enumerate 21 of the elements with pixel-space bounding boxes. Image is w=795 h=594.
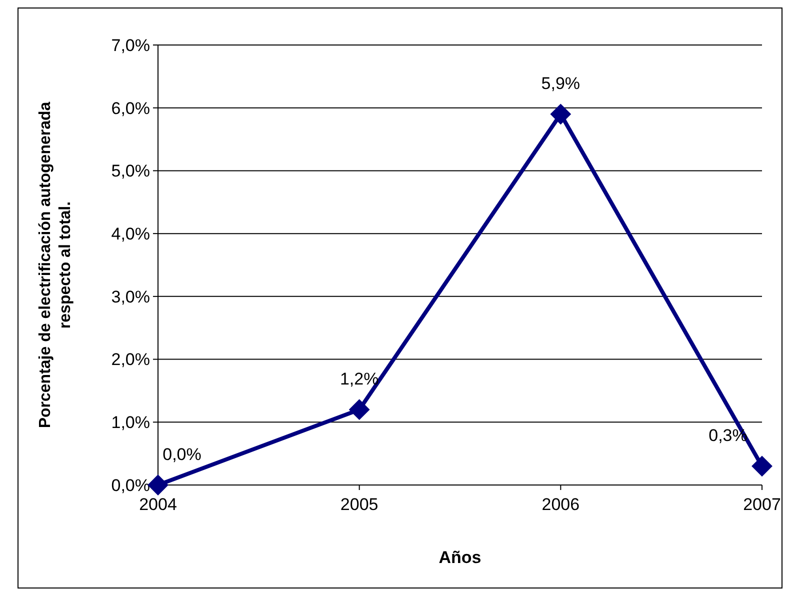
x-tick-label: 2005 xyxy=(340,495,378,514)
point xyxy=(349,399,370,420)
y-tick-label: 6,0% xyxy=(111,98,150,118)
point xyxy=(550,104,571,124)
x-tick-label: 2007 xyxy=(743,495,781,514)
y-tick-label: 4,0% xyxy=(111,224,150,244)
y-tick-label: 2,0% xyxy=(111,350,150,370)
y-tick-label: 5,0% xyxy=(111,162,150,181)
y-tick-label: 7,0% xyxy=(111,36,150,55)
point xyxy=(752,456,772,476)
point xyxy=(148,474,168,496)
data-label: 5,9% xyxy=(541,74,580,94)
x-tick-label: 2006 xyxy=(542,495,580,514)
data-label: 0,0% xyxy=(162,445,202,464)
y-axis-title: Porcentaje de electrificación autogenerada respecto al total. xyxy=(37,102,74,428)
data-label: 1,2% xyxy=(340,370,379,389)
y-tick-label: 1,0% xyxy=(111,413,150,432)
y-tick-label: 0,0% xyxy=(111,476,150,495)
x-tick-label: 2004 xyxy=(139,495,177,514)
x-axis-title: Años xyxy=(438,548,482,567)
y-tick-label: 3,0% xyxy=(111,287,150,306)
